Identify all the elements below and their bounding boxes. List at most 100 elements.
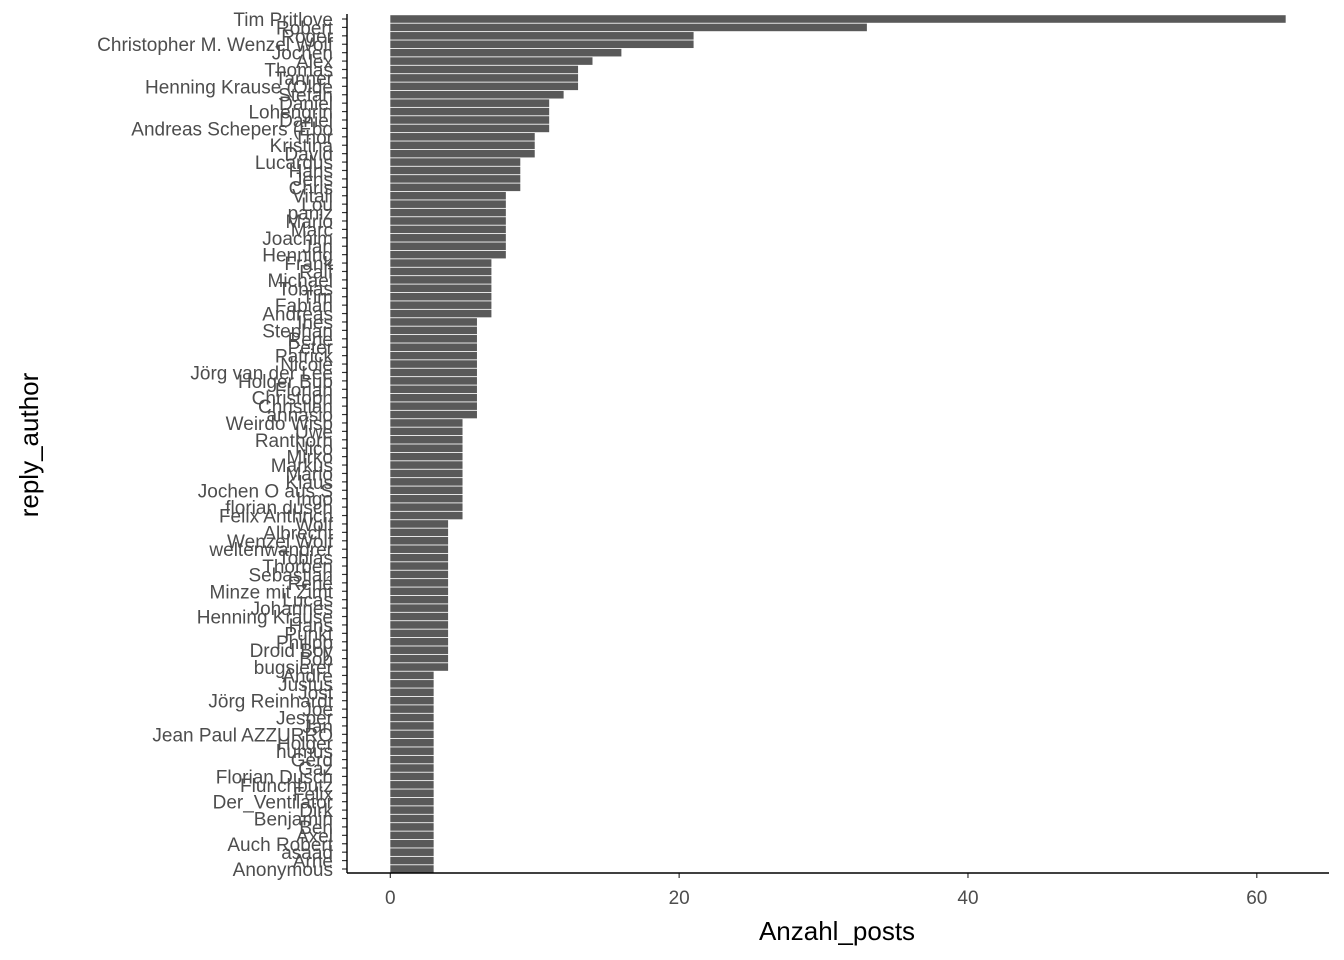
y-tick-label: Jens: [293, 170, 333, 191]
bar: [390, 806, 434, 814]
bar: [390, 234, 506, 242]
y-tick-label: Joachim: [262, 229, 333, 250]
bar: [390, 671, 434, 680]
y-tick-label: Lou: [301, 195, 333, 216]
y-tick-label: Tanner: [275, 69, 334, 90]
bar: [390, 419, 463, 427]
y-tick-label: weltenwandrer: [208, 540, 333, 561]
bar: [390, 410, 477, 419]
bar: [390, 553, 449, 562]
y-tick-label: Michael: [268, 271, 333, 292]
bar: [390, 107, 550, 116]
bar: [390, 74, 579, 82]
bar: [390, 781, 434, 789]
y-tick-label: Fabian: [275, 296, 333, 317]
bar: [390, 166, 521, 175]
y-tick-label: Johannes: [251, 599, 333, 620]
bar: [390, 637, 449, 646]
bar: [390, 141, 535, 150]
bar: [390, 654, 449, 663]
bar: [390, 351, 477, 360]
y-tick-label: Lohengrin: [248, 103, 333, 124]
bar: [390, 402, 477, 410]
bar: [390, 183, 521, 192]
bar: [390, 267, 492, 276]
y-tick-label: Vitali: [292, 187, 333, 208]
y-tick-label: René: [288, 574, 333, 595]
bar: [390, 705, 434, 713]
y-tick-label: Ranthorn: [255, 431, 333, 452]
bar: [390, 217, 506, 225]
bar: [390, 133, 535, 141]
bar: [390, 23, 867, 32]
y-tick-label: Henning Krause: [197, 608, 333, 629]
y-tick-label: Stephan: [262, 321, 333, 342]
y-tick-label: Benjamin: [254, 810, 333, 831]
y-tick-label: Weirdo Wisp: [226, 414, 333, 435]
y-tick-label: Ines: [297, 313, 333, 334]
bar: [390, 436, 463, 444]
y-tick-label: Holger: [277, 734, 334, 755]
y-tick-label: Ralf: [299, 262, 334, 283]
bar: [390, 831, 434, 840]
y-tick-label: Andreas Schepers (Ebo: [131, 119, 333, 140]
y-tick-label: Henning: [262, 246, 333, 267]
bar: [390, 604, 449, 612]
y-tick-label: Gaz: [298, 759, 333, 780]
y-tick-label: Stefan: [278, 86, 333, 107]
bar: [390, 158, 521, 166]
y-tick-label: Felix: [293, 784, 334, 805]
bar: [390, 755, 434, 764]
bar: [390, 486, 463, 495]
bar: [390, 587, 449, 596]
bar: [390, 191, 506, 200]
y-tick-label: Robert: [276, 18, 334, 39]
bar: [390, 343, 477, 352]
y-tick-label: Dirk: [299, 801, 333, 822]
y-tick-label: Ben: [299, 818, 333, 839]
bar: [390, 528, 449, 537]
y-tick-label: Uwe: [295, 422, 333, 443]
y-tick-label: Roger: [281, 27, 333, 48]
y-tick-label: Peter: [288, 338, 334, 359]
y-tick-label: Felix Anthrich: [219, 507, 333, 528]
bar: [390, 823, 434, 831]
bar: [390, 629, 449, 638]
y-tick-label: Mario: [285, 212, 333, 233]
y-tick-label: Hans: [289, 161, 333, 182]
y-tick-label: Klaus: [285, 473, 333, 494]
y-tick-label: Ingo: [296, 490, 333, 511]
bar: [390, 301, 492, 309]
bar: [390, 797, 434, 806]
bar: [390, 461, 463, 469]
bar: [390, 772, 434, 781]
y-tick-label: Florian: [275, 380, 333, 401]
bar: [390, 82, 579, 91]
y-tick-label: florian dusch: [225, 498, 333, 519]
bar: [390, 32, 694, 40]
bar: [390, 452, 463, 461]
y-tick-label: Jochen O aus S: [198, 481, 333, 502]
y-tick-label: paniz: [288, 204, 333, 225]
y-tick-label: Tim Pritlove: [233, 10, 333, 31]
y-tick-label: Thorben: [262, 557, 333, 578]
y-tick-label: Alex: [296, 52, 333, 73]
y-tick-label: Auch Robert: [227, 835, 333, 856]
y-tick-label: David: [284, 145, 333, 166]
y-tick-label: Florian Dusch: [216, 767, 333, 788]
y-tick-label: asaad: [281, 843, 333, 864]
bar: [390, 511, 463, 520]
y-tick-label: Axel: [296, 826, 333, 847]
bar: [390, 856, 434, 865]
bar: [390, 149, 535, 158]
bar: [390, 200, 506, 208]
bar: [390, 276, 492, 284]
bar: [390, 478, 463, 486]
bar: [390, 40, 694, 49]
y-tick-label: bugsierer: [254, 658, 334, 679]
bar: [390, 663, 449, 671]
bar: [390, 814, 434, 823]
bar: [390, 536, 449, 545]
